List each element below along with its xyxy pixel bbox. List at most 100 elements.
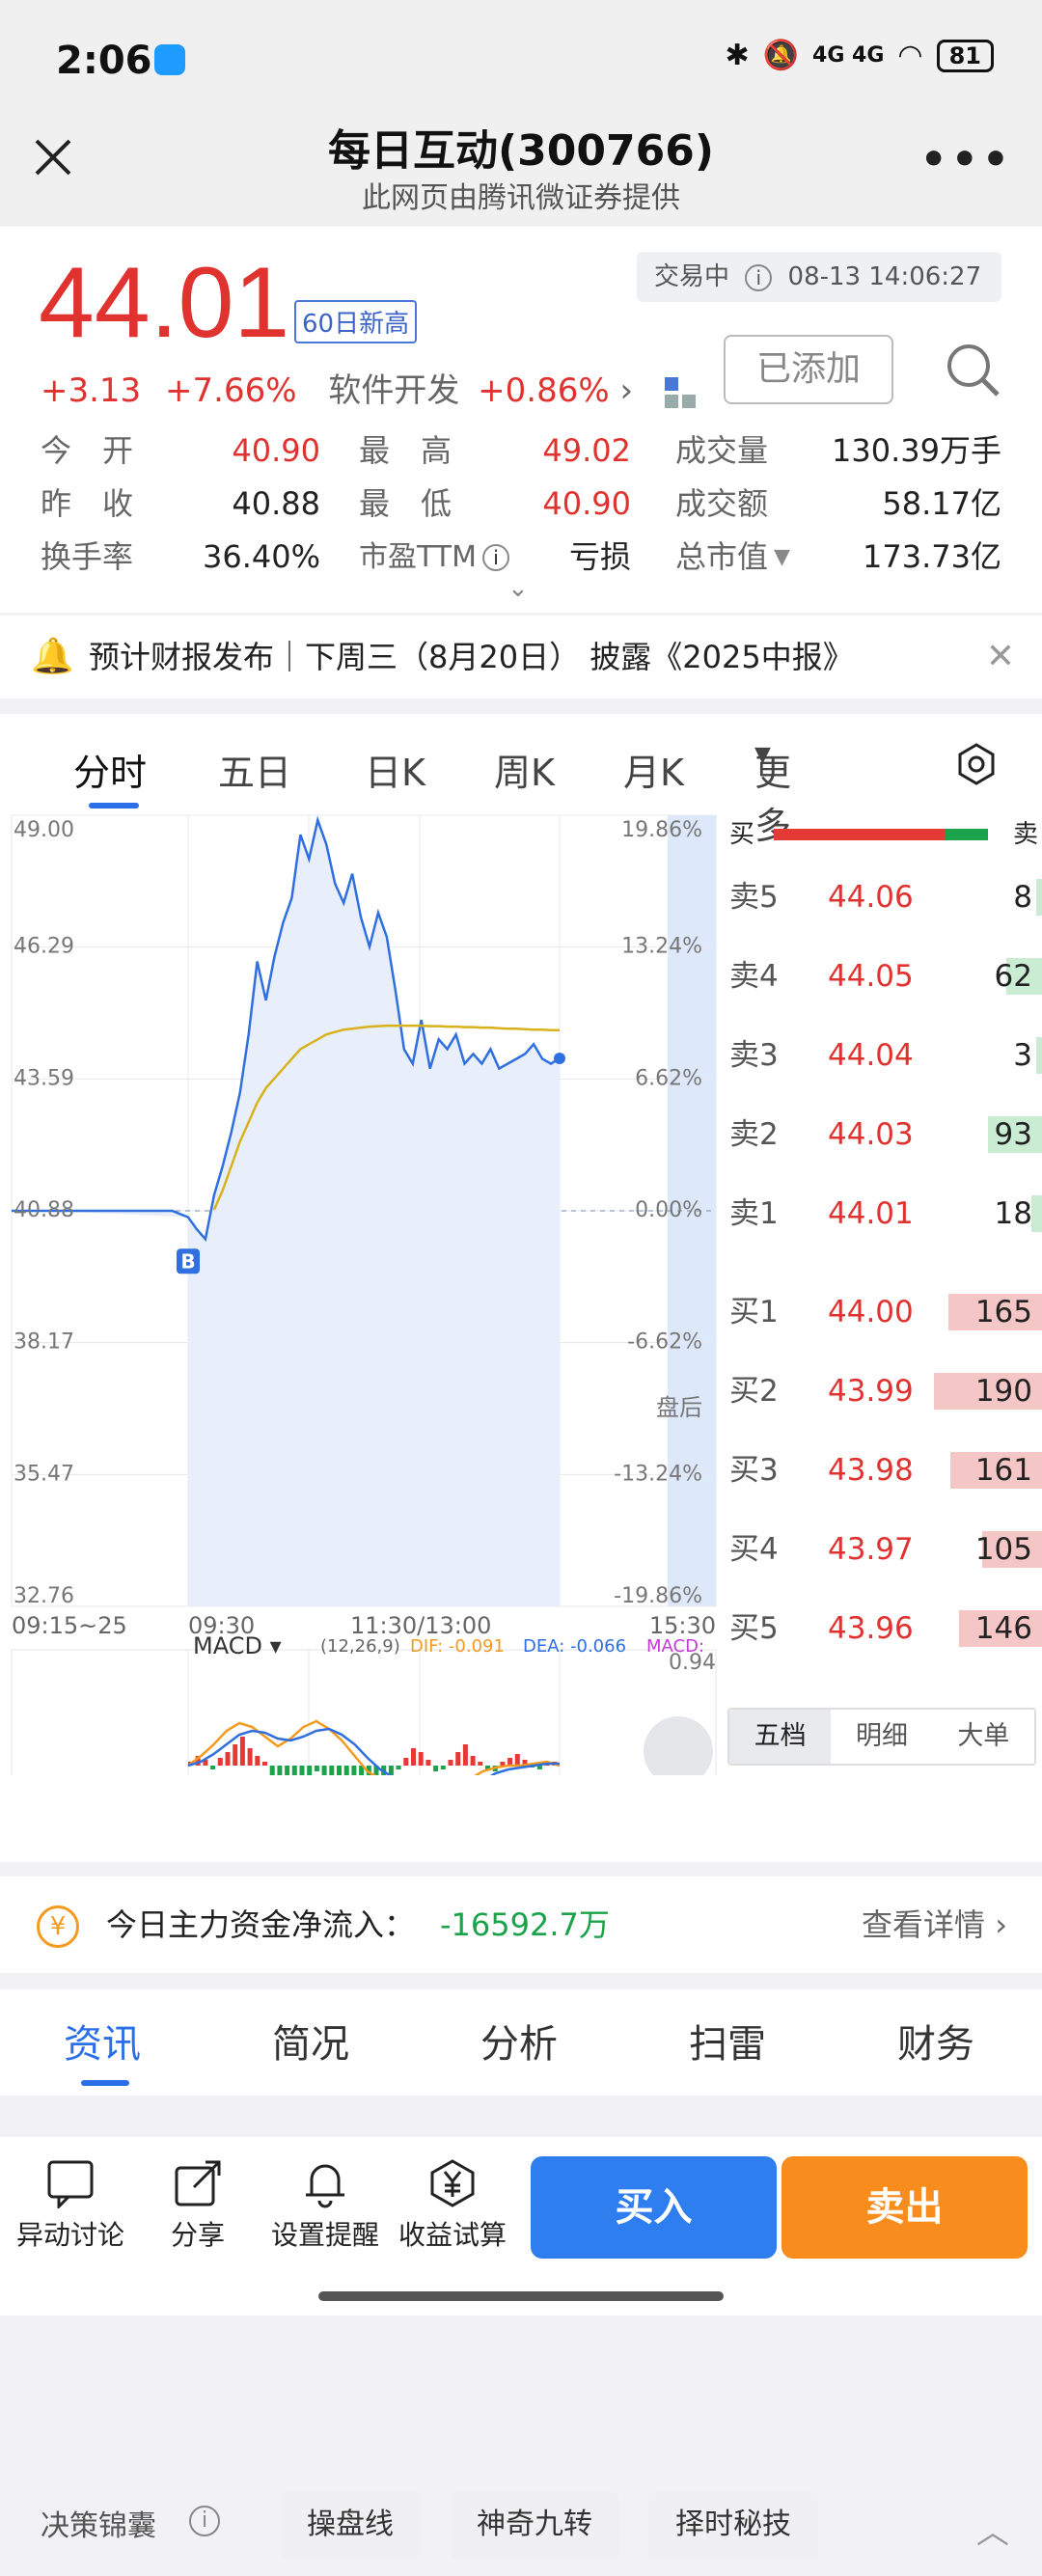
bluetooth-icon: ✱ (725, 39, 750, 72)
bid-volume-bar (958, 1610, 1042, 1647)
close-icon[interactable] (33, 137, 73, 178)
macd-bar (277, 1766, 283, 1775)
bid-price: 43.96 (828, 1611, 914, 1646)
tab-analysis[interactable]: 分析 (480, 2022, 558, 2067)
sell-button[interactable]: 卖出 (782, 2156, 1028, 2259)
trade-status-box: 交易中 i 08-13 14:06:27 (637, 252, 1001, 302)
decision-info-icon[interactable]: i (189, 2506, 220, 2536)
x-tick: 11:30/13:00 (350, 1612, 491, 1639)
bid-price: 43.97 (828, 1532, 914, 1567)
ask-volume: 3 (1013, 1038, 1032, 1073)
decision-label: 决策锦囊 (41, 2509, 156, 2543)
ask-volume-bar (1005, 958, 1042, 995)
macd-frame (11, 1649, 717, 1775)
info-icon[interactable]: i (745, 264, 773, 291)
market-cap-label[interactable]: 总市值 (675, 538, 769, 575)
price-change: +3.13 (41, 371, 142, 410)
profit-calc-button[interactable]: 收益试算 (390, 2158, 515, 2253)
macd-bar (500, 1762, 506, 1766)
bid-row[interactable]: 买4 43.97 105 (722, 1525, 1042, 1574)
grid-icon[interactable] (664, 376, 696, 408)
caret-down-icon[interactable]: ▼ (774, 545, 790, 569)
macd-label: MACD ▾ (193, 1632, 282, 1659)
bid-volume-bar (950, 1452, 1042, 1489)
macd-bar (514, 1754, 520, 1766)
ask-volume: 93 (994, 1117, 1032, 1152)
discuss-label: 异动讨论 (15, 2219, 124, 2251)
ask-row[interactable]: 卖1 44.01 18 (722, 1190, 1042, 1238)
macd-bar (269, 1766, 275, 1775)
market-cap-value: 173.73亿 (863, 538, 1001, 575)
bid-volume: 165 (974, 1295, 1032, 1329)
chart-tabs: 分时 五日 日K 周K 月K 更多 ▼ (0, 743, 1042, 847)
chip-nine-turn[interactable]: 神奇九转 (450, 2492, 619, 2558)
collapse-chevron-icon[interactable]: ︿ (976, 2513, 1009, 2552)
page-subtitle: 此网页由腾讯微证券提供 (362, 181, 680, 215)
tab-weekly-k[interactable]: 周K (494, 752, 555, 794)
x-tick: 15:30 (649, 1612, 716, 1639)
bid-row[interactable]: 买3 43.98 161 (722, 1446, 1042, 1494)
more-menu-icon[interactable]: ••• (919, 135, 1013, 184)
high-label: 最 高 (359, 432, 452, 469)
tab-daily-k[interactable]: 日K (365, 752, 425, 794)
ask-row[interactable]: 卖4 44.05 62 (722, 952, 1042, 1000)
tab-more-label: 更多 (754, 752, 792, 847)
status-icons: ✱ 🔕 4G 4G ◠ 81 (726, 39, 994, 72)
bid-row[interactable]: 买1 44.00 165 (722, 1288, 1042, 1336)
book-tab-large[interactable]: 大单 (957, 1721, 1010, 1751)
buy-button[interactable]: 买入 (531, 2156, 777, 2259)
home-indicator[interactable] (318, 2291, 724, 2301)
x-tick: 09:30 (188, 1612, 255, 1639)
y-left-tick: 32.76 (14, 1584, 74, 1608)
macd-bar (307, 1766, 313, 1775)
low-value: 40.90 (542, 485, 631, 522)
tab-finance[interactable]: 财务 (897, 2022, 974, 2067)
y-right-tick: 19.86% (621, 818, 702, 842)
quote-panel: 44.01 60日新高 交易中 i 08-13 14:06:27 +3.13 +… (0, 227, 1042, 613)
macd-bar (470, 1756, 476, 1766)
macd-dea: DEA: -0.066 (523, 1636, 626, 1657)
macd-bar (299, 1766, 305, 1775)
bid-row[interactable]: 买2 43.99 190 (722, 1367, 1042, 1415)
ask-volume: 62 (994, 959, 1032, 994)
settings-icon[interactable] (957, 743, 996, 794)
chevron-right-icon[interactable]: › (619, 371, 634, 410)
alert-button[interactable]: 设置提醒 (262, 2158, 388, 2253)
tab-five-day[interactable]: 五日 (218, 752, 292, 794)
chip-timing[interactable]: 择时秘技 (648, 2492, 818, 2558)
macd-bar (440, 1766, 446, 1769)
expand-chevron-icon[interactable]: ⌄ (507, 574, 529, 603)
close-notice-icon[interactable]: ✕ (985, 637, 1015, 676)
book-tab-detail[interactable]: 明细 (855, 1721, 908, 1751)
macd-bar (337, 1766, 342, 1775)
price-change-pct: +7.66% (165, 371, 297, 410)
sector-change[interactable]: +0.86% (478, 371, 610, 410)
y-right-tick: -19.86% (614, 1584, 702, 1608)
share-button[interactable]: 分享 (135, 2158, 260, 2253)
tab-risk[interactable]: 扫雷 (689, 2022, 766, 2067)
bid-row[interactable]: 买5 43.96 146 (722, 1604, 1042, 1653)
ask-row[interactable]: 卖3 44.04 3 (722, 1031, 1042, 1080)
search-icon[interactable] (944, 341, 1001, 398)
tab-intraday[interactable]: 分时 (73, 752, 148, 794)
tab-monthly-k[interactable]: 月K (623, 752, 684, 794)
sector-name[interactable]: 软件开发 (328, 371, 460, 410)
intraday-chart[interactable]: B 49.00 46.29 43.59 40.88 38.17 35.47 32.76 19.8… (0, 810, 722, 1775)
ask-volume-bar (1031, 1195, 1042, 1232)
fund-flow-row[interactable]: ¥ 今日主力资金净流入： -16592.7万 查看详情 › (0, 1877, 1042, 1973)
tab-overview[interactable]: 简况 (272, 2022, 349, 2067)
y-left-tick: 38.17 (14, 1330, 74, 1355)
ask-row[interactable]: 卖2 44.03 93 (722, 1110, 1042, 1159)
flow-detail-link[interactable]: 查看详情 › (862, 1906, 1007, 1943)
pe-info-icon[interactable]: i (482, 544, 510, 571)
macd-bar (462, 1744, 468, 1766)
book-tab-five[interactable]: 五档 (729, 1710, 832, 1764)
ask-row[interactable]: 卖5 44.06 8 (722, 873, 1042, 921)
discuss-button[interactable]: 异动讨论 (8, 2158, 133, 2253)
added-watchlist-button[interactable]: 已添加 (724, 335, 893, 404)
tab-news[interactable]: 资讯 (64, 2022, 141, 2067)
battery-indicator: 81 (936, 39, 994, 72)
earnings-notice[interactable]: 🔔 预计财报发布｜下周三（8月20日） 披露《2025中报》 ✕ (0, 616, 1042, 699)
chip-operation-line[interactable]: 操盘线 (280, 2492, 421, 2558)
yuan-coin-icon: ¥ (37, 1905, 79, 1948)
